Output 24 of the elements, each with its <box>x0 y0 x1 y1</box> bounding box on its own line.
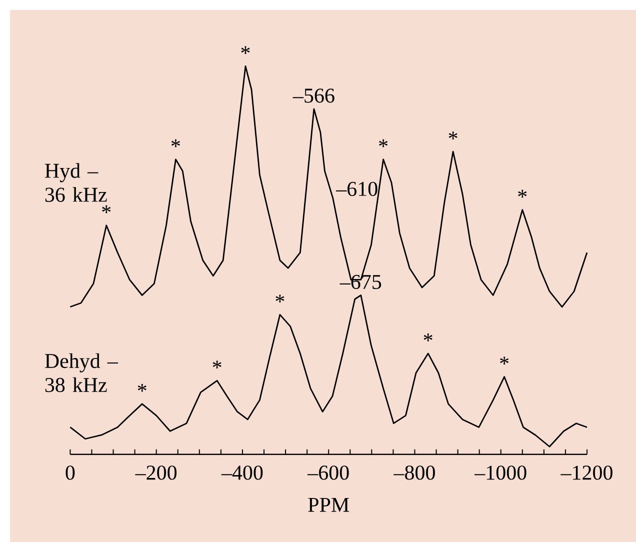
annotation: * <box>500 356 509 365</box>
x-tick-label: 0 <box>66 466 75 480</box>
annotation: * <box>241 46 250 54</box>
x-axis-title: PPM <box>308 498 349 512</box>
series-label: Dehyd – 38 kHz <box>45 353 118 392</box>
x-tick-label: –600 <box>307 466 349 480</box>
series-label: Hyd – 36 kHz <box>45 163 107 202</box>
annotation: * <box>102 205 111 214</box>
x-tick-label: –1200 <box>560 466 612 480</box>
annotation: * <box>171 139 180 148</box>
x-tick-label: –800 <box>394 466 435 480</box>
annotation: * <box>276 294 284 302</box>
annotation: –566 <box>292 88 334 103</box>
annotation: * <box>518 190 527 198</box>
annotation: * <box>138 384 146 392</box>
x-tick-label: –400 <box>221 466 263 480</box>
annotation: –675 <box>340 274 382 290</box>
x-tick-label: –1000 <box>474 466 526 480</box>
annotation: * <box>424 334 432 342</box>
annotation: * <box>448 132 458 140</box>
annotation: * <box>212 360 222 368</box>
annotation: –610 <box>336 182 378 196</box>
x-tick-label: –200 <box>135 466 177 480</box>
annotation: * <box>379 139 388 148</box>
